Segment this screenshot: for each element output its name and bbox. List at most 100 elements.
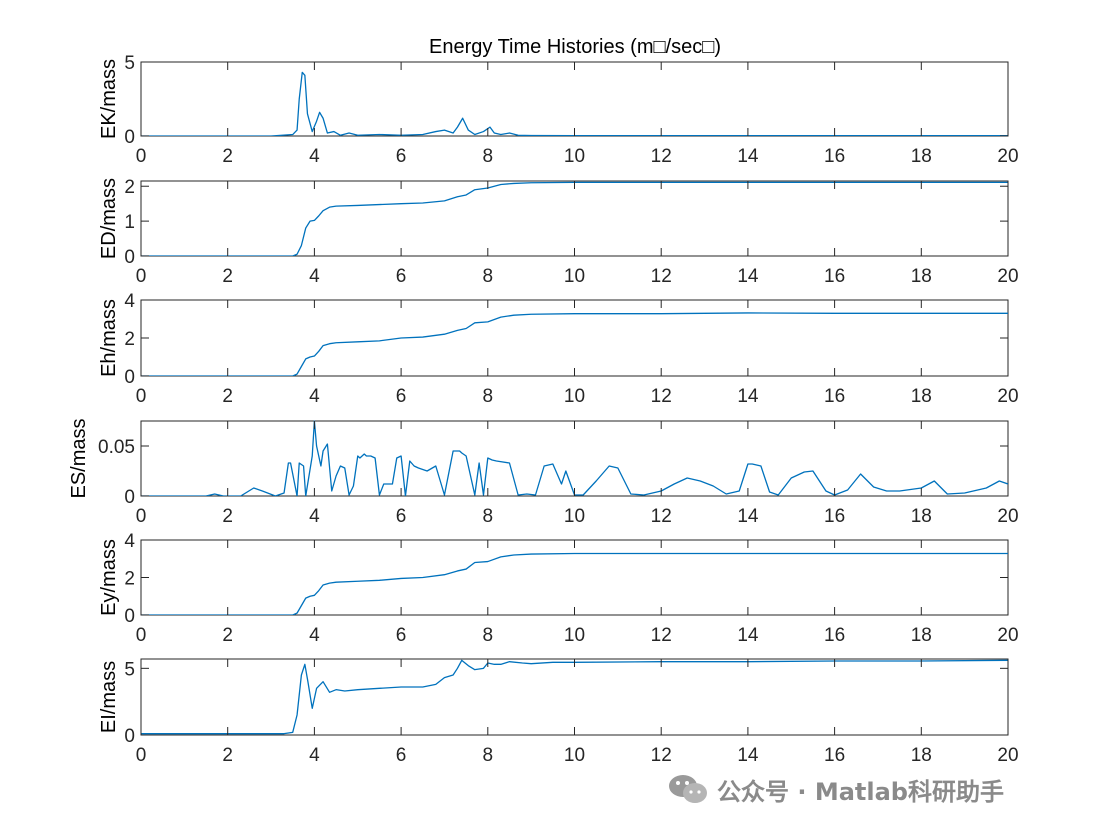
y-tick-label: 5 [124,53,135,74]
series-line-6 [141,659,1008,735]
axes-box [140,299,1009,377]
x-tick-label: 16 [824,146,845,167]
x-tick-label: 16 [824,386,845,407]
x-tick-label: 2 [222,266,233,287]
y-axis-label: ES/mass [68,418,90,498]
x-tick-label: 2 [222,506,233,527]
x-tick-label: 8 [483,745,494,766]
y-tick-label: 4 [124,291,135,312]
x-tick-label: 2 [222,146,233,167]
x-tick-label: 10 [564,506,585,527]
x-tick-label: 14 [737,146,759,167]
x-tick-label: 12 [651,386,672,407]
x-tick-label: 12 [651,506,672,527]
x-tick-label: 8 [483,506,494,527]
x-tick-label: 4 [309,506,320,527]
x-tick-label: 16 [824,745,845,766]
x-tick-label: 16 [824,625,845,646]
axes-box [140,658,1009,736]
x-tick-label: 10 [564,625,585,646]
x-tick-label: 14 [737,745,759,766]
x-tick-label: 0 [136,386,147,407]
axes-box [140,539,1009,616]
x-tick-label: 20 [997,506,1018,527]
series-line-5 [141,552,1008,615]
y-tick-label: 2 [124,329,135,350]
x-tick-label: 0 [136,745,147,766]
y-tick-label: 2 [124,569,135,590]
wechat-icon [669,775,707,803]
x-tick-label: 18 [911,146,932,167]
y-axis-label: ED/mass [98,178,120,259]
x-tick-label: 20 [997,625,1018,646]
x-tick-label: 20 [997,146,1018,167]
x-tick-label: 20 [997,266,1018,287]
x-tick-label: 6 [396,386,407,407]
x-tick-label: 20 [997,386,1018,407]
x-tick-label: 14 [737,386,759,407]
x-tick-label: 10 [564,386,585,407]
x-tick-label: 2 [222,386,233,407]
watermark: 公众号 · Matlab科研助手 [667,770,1004,808]
x-tick-label: 0 [136,146,147,167]
x-tick-label: 8 [483,625,494,646]
series-line-1 [141,71,1008,136]
y-tick-label: 0.05 [98,437,135,458]
x-tick-label: 2 [222,745,233,766]
y-axis-label: Eh/mass [98,299,120,377]
subplot-6: 0 2 4 6 8 10 12 14 16 18 20 0 5EI/mass [98,658,1019,766]
y-axis-label: Ey/mass [98,539,120,616]
x-tick-label: 14 [737,506,759,527]
x-tick-label: 8 [483,266,494,287]
series-line-4 [141,420,1008,496]
x-tick-label: 10 [564,146,585,167]
x-tick-label: 12 [651,625,672,646]
x-tick-label: 20 [997,745,1018,766]
y-axis-label: EI/mass [98,661,120,733]
watermark-text: 公众号 · Matlab科研助手 [717,777,1004,806]
x-tick-label: 0 [136,625,147,646]
subplot-1: 0 2 4 6 8 10 12 14 16 18 20 0 5EK/mass [98,53,1019,167]
x-tick-label: 6 [396,745,407,766]
y-tick-label: 5 [124,659,135,680]
y-tick-label: 0 [124,606,135,627]
x-tick-label: 12 [651,146,672,167]
y-tick-label: 0 [124,726,135,747]
x-tick-label: 18 [911,625,932,646]
y-tick-label: 2 [124,177,135,198]
x-tick-label: 18 [911,266,932,287]
x-tick-label: 8 [483,146,494,167]
x-tick-label: 12 [651,745,672,766]
y-tick-label: 4 [124,531,135,552]
series-line-3 [141,312,1008,376]
figure-title: Energy Time Histories (m□/sec□) [429,36,721,58]
x-tick-label: 4 [309,625,320,646]
x-tick-label: 16 [824,506,845,527]
x-tick-label: 10 [564,266,585,287]
x-tick-label: 4 [309,266,320,287]
x-tick-label: 6 [396,146,407,167]
x-tick-label: 2 [222,625,233,646]
x-tick-label: 18 [911,745,932,766]
x-tick-label: 12 [651,266,672,287]
x-tick-label: 6 [396,266,407,287]
subplot-4: 0 2 4 6 8 10 12 14 16 18 20 0 0.05 ES/mass [68,418,1019,527]
axes-box [140,420,1009,497]
x-tick-label: 18 [911,386,932,407]
x-tick-label: 0 [136,266,147,287]
x-tick-label: 8 [483,386,494,407]
y-tick-label: 0 [124,367,135,388]
x-tick-label: 16 [824,266,845,287]
x-tick-label: 18 [911,506,932,527]
x-tick-label: 10 [564,745,585,766]
axes-box [140,180,1009,257]
y-tick-label: 0 [124,247,135,268]
x-tick-label: 14 [737,625,759,646]
x-tick-label: 0 [136,506,147,527]
y-tick-label: 1 [124,212,135,233]
